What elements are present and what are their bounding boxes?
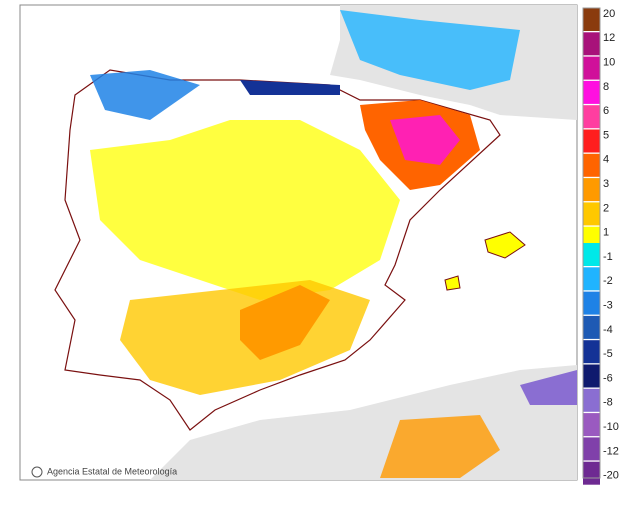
anomaly-area	[240, 285, 330, 360]
anomaly-area	[240, 80, 340, 95]
legend-label: 3	[603, 178, 609, 190]
legend-frame	[582, 7, 601, 479]
legend-label: -1	[603, 251, 613, 263]
legend-label: -12	[603, 445, 619, 457]
credit: Agencia Estatal de Meteorología	[47, 466, 177, 476]
legend-label: 8	[603, 81, 609, 93]
legend-swatch	[583, 315, 600, 339]
anomaly-area	[390, 115, 460, 165]
legend-swatch	[583, 202, 600, 226]
anomaly-area	[90, 120, 400, 300]
anomaly-area	[340, 10, 520, 90]
legend-swatch	[583, 437, 600, 461]
legend-label: -5	[603, 348, 613, 360]
legend-swatch	[583, 56, 600, 80]
anomaly-area	[380, 415, 500, 478]
legend-label: 12	[603, 32, 615, 44]
legend-swatch	[583, 364, 600, 388]
map: Agencia Estatal de Meteorología	[19, 4, 578, 481]
legend-swatch	[583, 413, 600, 437]
legend-swatch	[583, 291, 600, 315]
legend-label: 4	[603, 154, 609, 166]
island	[444, 275, 461, 291]
legend-label: -8	[603, 397, 613, 409]
legend-label: -10	[603, 421, 619, 433]
legend-label: 1	[603, 227, 609, 239]
legend-label: -3	[603, 300, 613, 312]
legend-swatch	[583, 461, 600, 485]
legend-swatch	[583, 267, 600, 291]
island	[484, 231, 526, 259]
legend-label: 5	[603, 129, 609, 141]
legend-label: 6	[603, 105, 609, 117]
anomaly-area	[520, 370, 577, 405]
legend-swatch	[583, 80, 600, 104]
legend-swatch	[583, 8, 600, 31]
legend: 20 12 10 8 6 5 4 3 2 1 -1 -2 -3 -4 -5 -6 -8 -10 -12 -20	[582, 7, 619, 485]
legend-label: 10	[603, 57, 615, 69]
legend-label: 20	[603, 8, 615, 20]
legend-swatch	[583, 153, 600, 177]
legend-swatch	[583, 340, 600, 364]
legend-label: -4	[603, 324, 613, 336]
credit-icon	[31, 466, 43, 478]
legend-swatch	[583, 388, 600, 412]
legend-label: -20	[603, 470, 619, 482]
legend-swatch	[583, 243, 600, 266]
legend-swatch	[583, 32, 600, 56]
legend-swatch	[583, 178, 600, 202]
legend-label: -2	[603, 275, 613, 287]
legend-swatch	[583, 105, 600, 129]
anomaly-area	[90, 70, 200, 120]
legend-label: 2	[603, 202, 609, 214]
legend-swatch	[583, 129, 600, 153]
legend-label: -6	[603, 372, 613, 384]
